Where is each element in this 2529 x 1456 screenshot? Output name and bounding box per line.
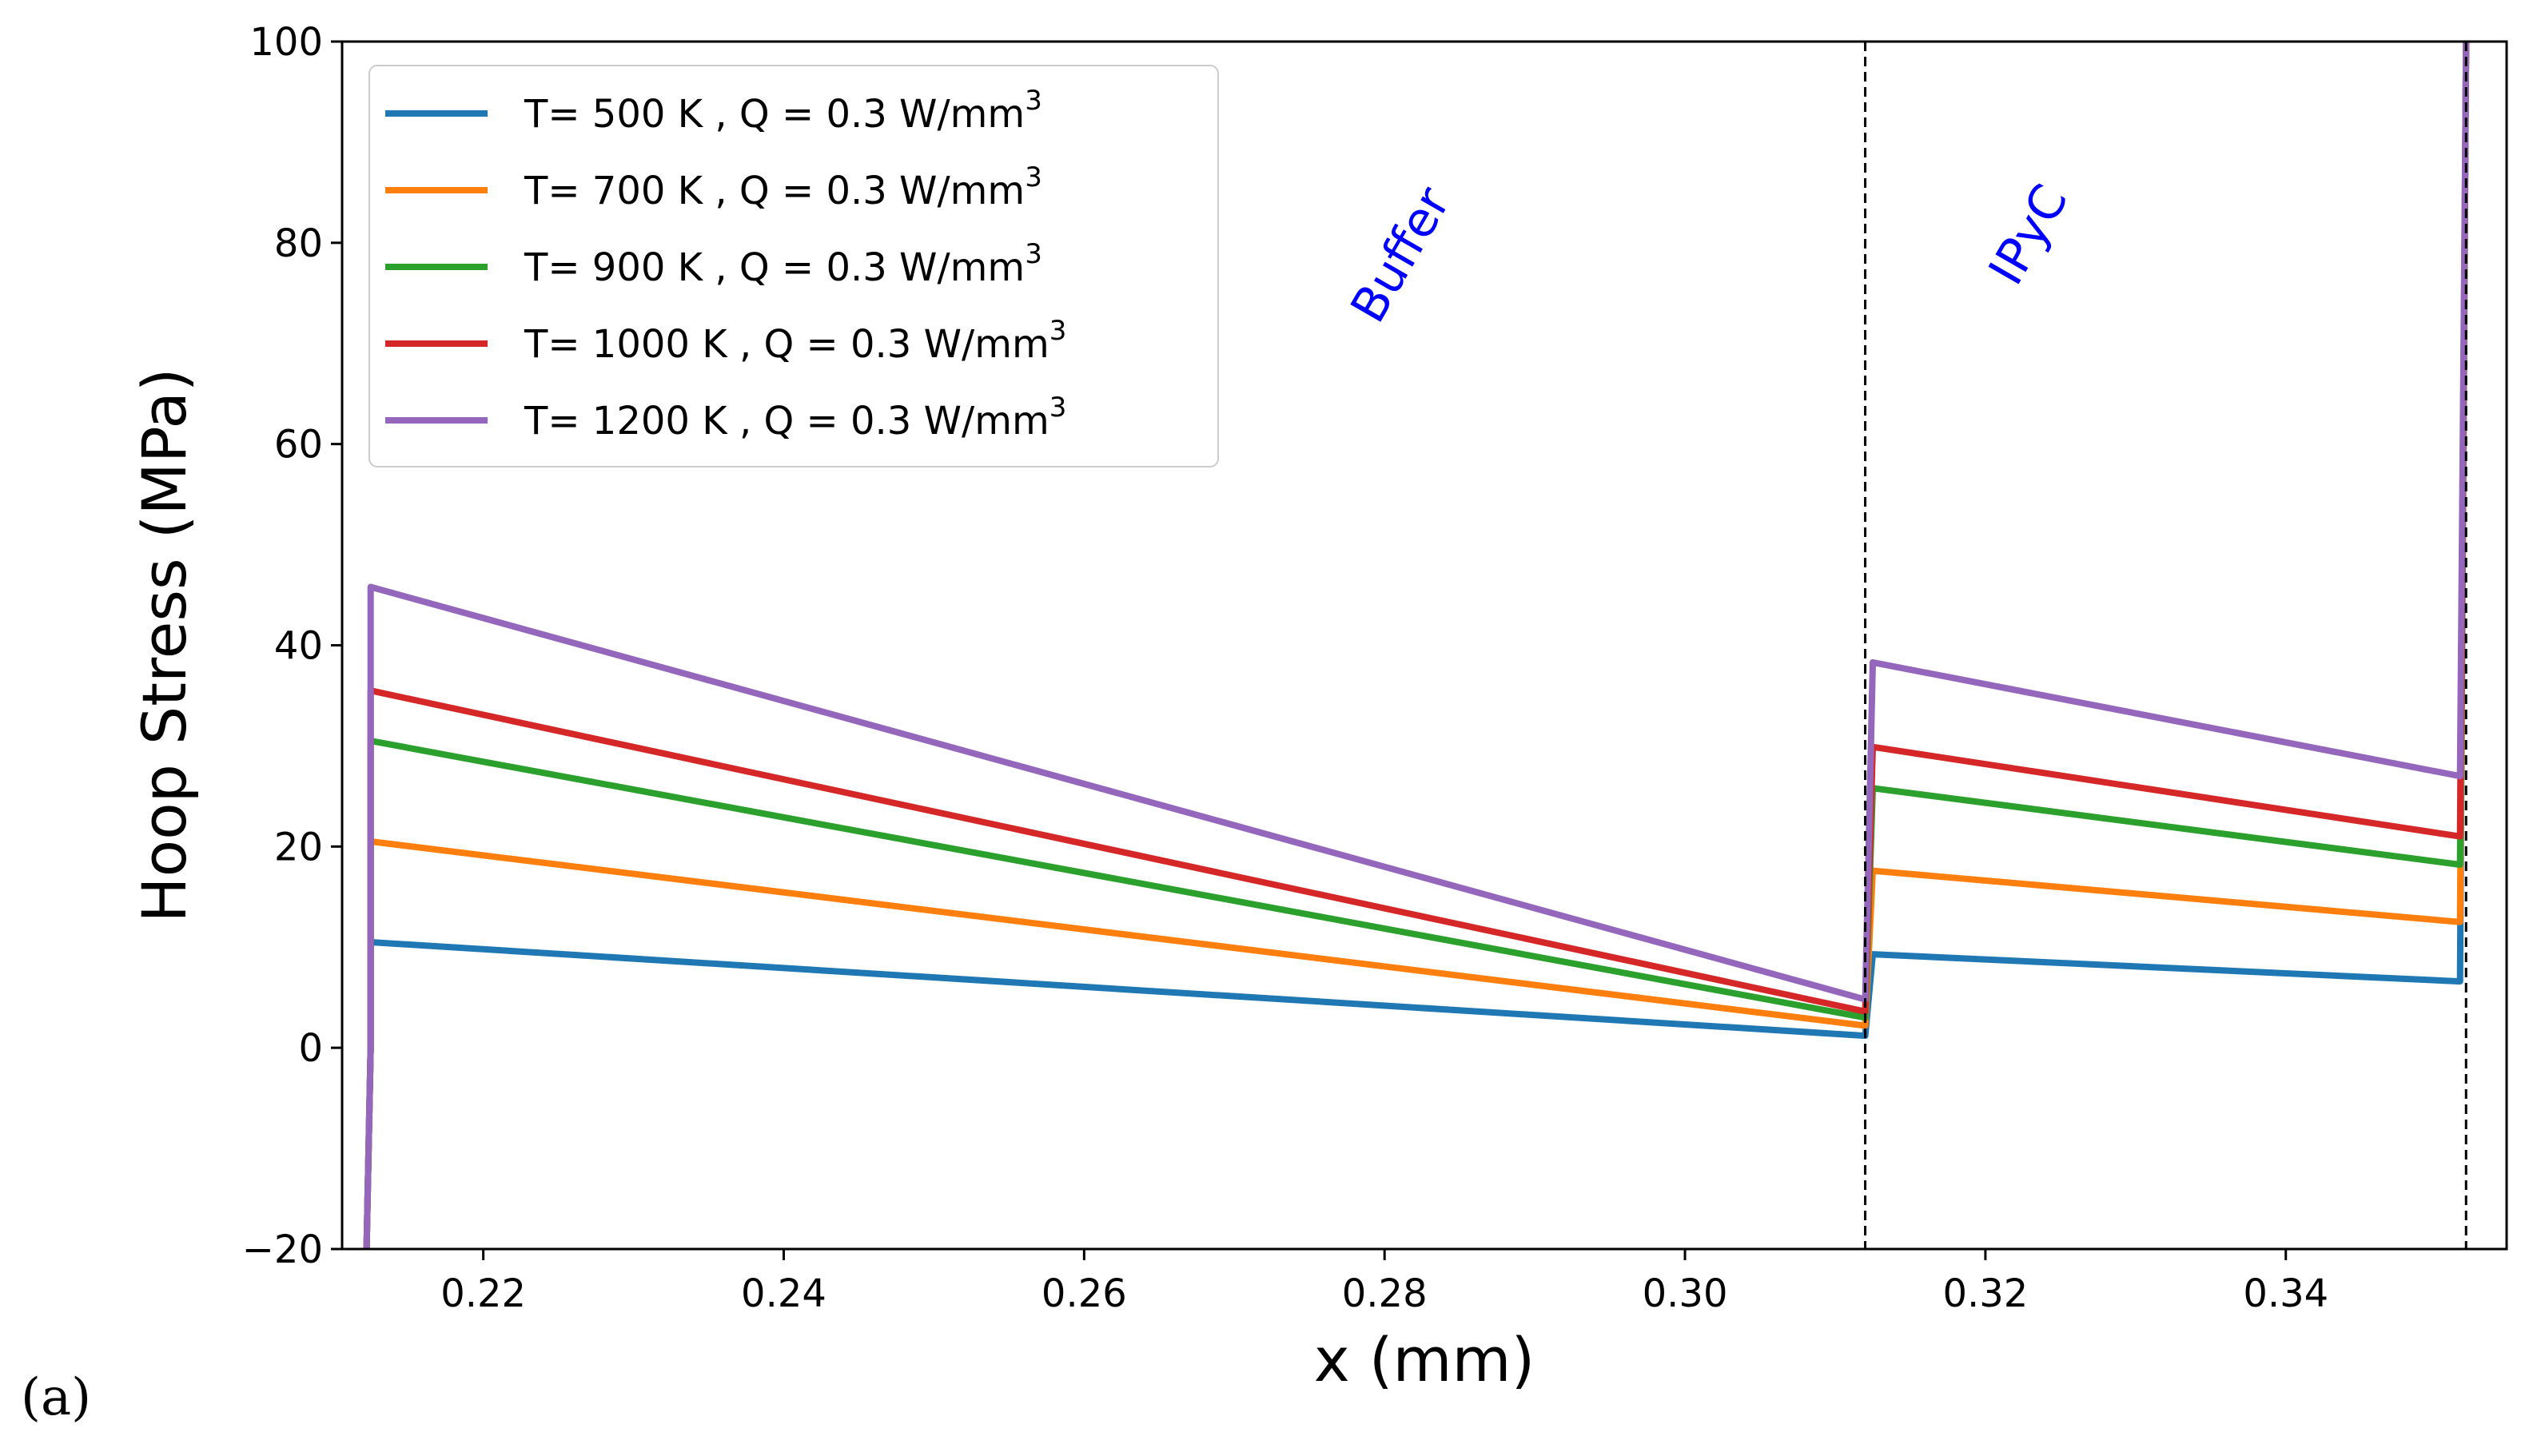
y-axis-ticks: −20 0 20 40 60 80 100	[242, 20, 342, 1272]
legend-label-3: T= 1000 K , Q = 0.3 W/mm3	[524, 315, 1066, 367]
legend-box	[368, 65, 1219, 467]
region-annotations: Buffer IPyC	[1340, 175, 2079, 332]
y-tick-label: −20	[242, 1227, 323, 1272]
legend: T= 500 K , Q = 0.3 W/mm3 T= 700 K , Q = 0…	[368, 65, 1219, 467]
legend-label-2: T= 900 K , Q = 0.3 W/mm3	[524, 238, 1042, 290]
y-tick-label: 80	[274, 221, 323, 266]
x-tick-label: 0.22	[440, 1271, 526, 1316]
annotation-buffer: Buffer	[1340, 177, 1462, 332]
legend-label-1: T= 700 K , Q = 0.3 W/mm3	[524, 161, 1042, 213]
y-axis-title: Hoop Stress (MPa)	[129, 368, 200, 922]
y-tick-label: 40	[274, 624, 323, 669]
x-tick-label: 0.26	[1041, 1271, 1127, 1316]
legend-label-0: T= 500 K , Q = 0.3 W/mm3	[524, 85, 1042, 137]
annotation-ipyc: IPyC	[1978, 175, 2079, 294]
boundary-lines	[1864, 42, 2467, 1249]
x-axis-title: x (mm)	[1314, 1324, 1535, 1395]
y-tick-label: 100	[249, 20, 323, 65]
x-tick-label: 0.32	[1942, 1271, 2028, 1316]
x-tick-label: 0.30	[1643, 1271, 1728, 1316]
y-tick-label: 0	[298, 1026, 323, 1071]
legend-label-4: T= 1200 K , Q = 0.3 W/mm3	[524, 392, 1066, 444]
y-tick-label: 60	[274, 423, 323, 467]
panel-label: (a)	[21, 1368, 91, 1427]
x-tick-label: 0.24	[741, 1271, 826, 1316]
y-tick-label: 20	[274, 825, 323, 869]
x-tick-label: 0.28	[1342, 1271, 1428, 1316]
x-axis-ticks: 0.22 0.24 0.26 0.28 0.30 0.32 0.34	[440, 1249, 2328, 1316]
x-tick-label: 0.34	[2243, 1271, 2328, 1316]
